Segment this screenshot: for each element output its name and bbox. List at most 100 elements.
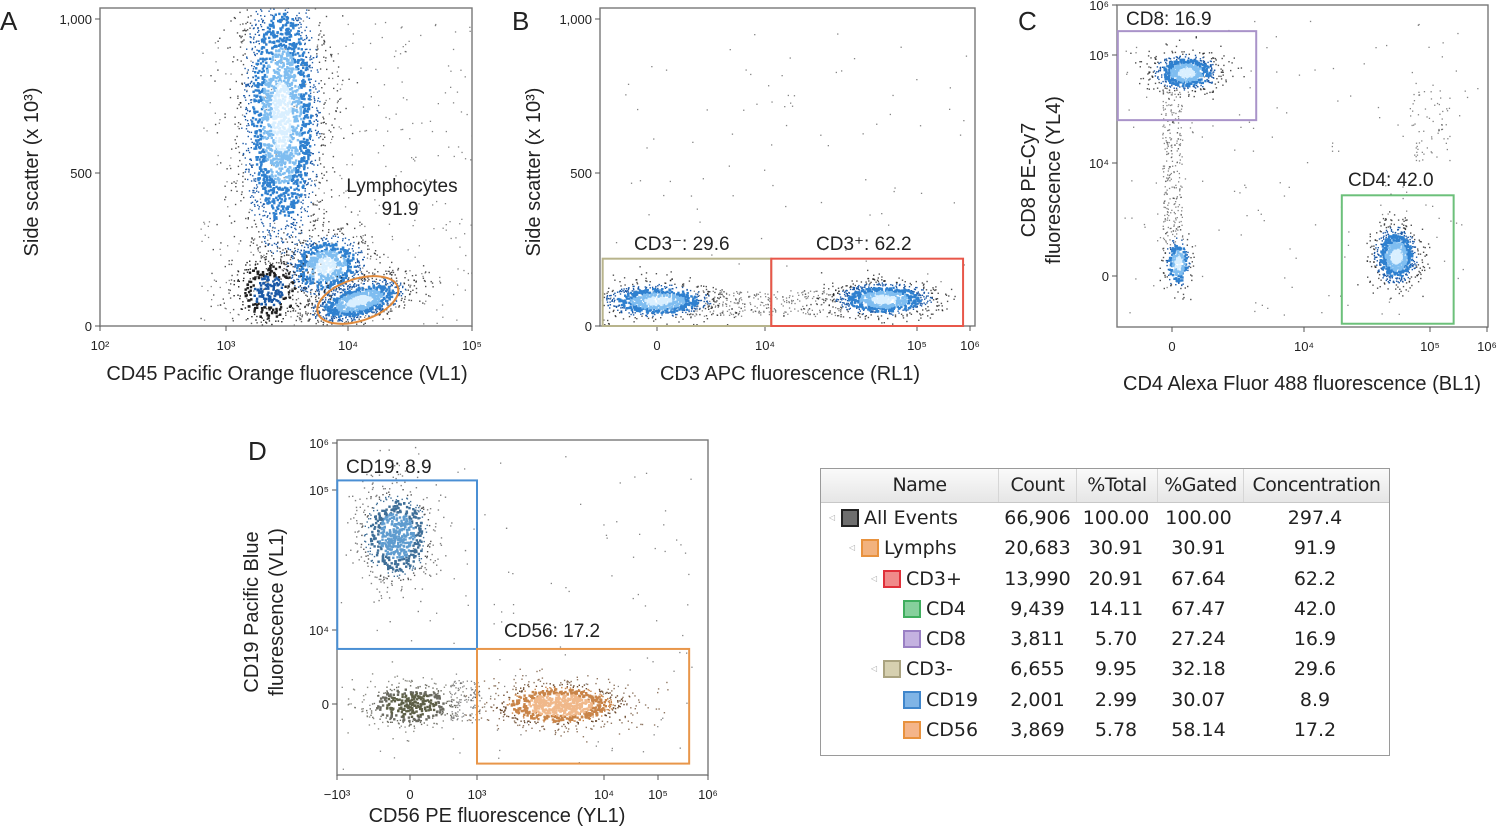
event-dot	[294, 146, 297, 149]
event-dot	[211, 299, 213, 301]
event-dot	[318, 181, 320, 184]
event-dot	[283, 232, 285, 234]
event-dot	[343, 252, 347, 256]
event-dot	[266, 113, 270, 116]
event-dot	[287, 310, 289, 312]
event-dot	[302, 64, 304, 67]
event-dot	[261, 50, 264, 54]
event-dot	[237, 270, 240, 273]
event-dot	[285, 251, 288, 254]
event-dot	[357, 243, 360, 245]
event-dot	[287, 248, 290, 250]
event-dot	[376, 283, 378, 285]
event-dot	[278, 82, 282, 85]
event-dot	[285, 3, 286, 4]
event-dot	[353, 277, 355, 279]
event-dot	[295, 319, 297, 322]
event-dot	[275, 185, 278, 189]
event-dot	[351, 154, 353, 156]
event-dot	[262, 19, 265, 22]
event-dot	[281, 47, 284, 50]
event-dot	[360, 278, 362, 281]
event-dot	[252, 191, 254, 194]
event-dot	[209, 102, 211, 104]
event-dot	[319, 111, 321, 114]
event-dot	[272, 17, 275, 21]
event-dot	[272, 220, 275, 222]
event-dot	[351, 132, 354, 135]
event-dot	[296, 0, 297, 1]
event-dot	[319, 182, 321, 184]
event-dot	[310, 78, 312, 80]
event-dot	[284, 81, 287, 84]
event-dot	[286, 38, 289, 41]
event-dot	[312, 224, 315, 227]
event-dot	[298, 114, 301, 118]
event-dot	[280, 55, 284, 58]
event-dot	[309, 263, 313, 266]
event-dot	[301, 253, 304, 256]
event-dot	[242, 54, 244, 56]
event-dot	[354, 293, 357, 296]
event-dot	[263, 29, 265, 31]
event-dot	[325, 57, 327, 59]
event-dot	[283, 14, 286, 17]
event-dot	[355, 285, 357, 287]
event-dot	[364, 322, 366, 324]
event-dot	[242, 172, 245, 174]
event-dot	[309, 134, 312, 137]
event-dot	[283, 139, 286, 142]
event-dot	[377, 294, 380, 297]
event-dot	[273, 217, 276, 220]
event-dot	[274, 149, 277, 153]
event-dot	[270, 136, 273, 140]
event-dot	[299, 285, 302, 287]
event-dot	[276, 111, 280, 114]
event-dot	[353, 241, 355, 244]
event-dot	[239, 297, 241, 300]
event-dot	[306, 142, 310, 145]
event-dot	[288, 197, 291, 200]
event-dot	[289, 29, 292, 32]
event-dot	[304, 289, 306, 291]
event-dot	[295, 264, 297, 266]
event-dot	[353, 290, 356, 294]
event-dot	[370, 96, 372, 98]
event-dot	[279, 0, 280, 1]
event-dot	[245, 164, 247, 166]
event-dot	[326, 258, 329, 262]
event-dot	[311, 58, 313, 60]
event-dot	[287, 225, 290, 227]
event-dot	[323, 107, 325, 109]
event-dot	[429, 180, 431, 183]
event-dot	[284, 9, 287, 11]
event-dot	[456, 91, 459, 93]
event-dot	[366, 294, 369, 297]
event-dot	[241, 73, 243, 76]
event-dot	[219, 119, 221, 121]
event-dot	[394, 292, 396, 295]
event-dot	[316, 123, 319, 125]
event-dot	[357, 259, 359, 262]
event-dot	[348, 277, 350, 279]
event-dot	[265, 75, 269, 78]
event-dot	[292, 47, 295, 50]
event-dot	[299, 144, 302, 148]
event-dot	[297, 33, 301, 36]
event-dot	[348, 252, 352, 255]
event-dot	[305, 34, 307, 37]
event-dot	[350, 312, 354, 316]
event-dot	[311, 37, 313, 39]
event-dot	[316, 255, 319, 258]
event-dot	[262, 231, 264, 233]
event-dot	[378, 314, 380, 316]
event-dot	[352, 281, 354, 283]
event-dot	[299, 259, 303, 263]
event-dot	[277, 314, 280, 317]
event-dot	[290, 75, 293, 78]
event-dot	[305, 184, 308, 186]
event-dot	[295, 287, 297, 290]
event-dot	[286, 73, 289, 77]
event-dot	[377, 285, 380, 289]
